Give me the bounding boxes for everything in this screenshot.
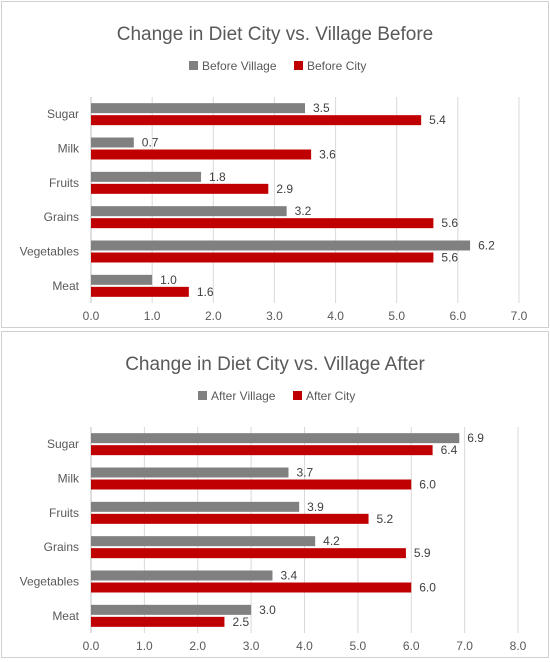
data-label: 6.0	[419, 478, 436, 492]
chart-before: Change in Diet City vs. Village Before Be…	[20, 24, 528, 323]
data-label: 5.6	[441, 251, 458, 265]
data-label: 5.6	[441, 216, 458, 230]
x-tick-label: 3.0	[243, 639, 260, 653]
bar	[91, 115, 422, 126]
chart-panel-after: Change in Diet City vs. Village After Aft…	[1, 331, 549, 658]
data-label: 3.7	[296, 466, 313, 480]
category-label: Vegetables	[20, 245, 79, 259]
bar	[91, 513, 369, 524]
data-label: 3.0	[259, 603, 276, 617]
data-label: 3.6	[319, 148, 336, 162]
data-label: 6.2	[478, 239, 495, 253]
data-label: 3.4	[280, 569, 297, 583]
x-tick-label: 7.0	[511, 309, 528, 323]
x-tick-label: 1.0	[136, 639, 153, 653]
legend-swatch	[294, 61, 303, 70]
x-tick-label: 6.0	[403, 639, 420, 653]
data-label: 1.8	[209, 170, 226, 184]
data-label: 5.2	[377, 512, 394, 526]
data-label: 0.7	[142, 136, 159, 150]
category-label: Sugar	[47, 437, 79, 451]
legend-swatch	[198, 391, 207, 400]
x-tick-label: 4.0	[327, 309, 344, 323]
data-label: 6.0	[419, 581, 436, 595]
bar	[91, 604, 252, 615]
category-label: Grains	[44, 540, 79, 554]
x-tick-label: 7.0	[456, 639, 473, 653]
bar	[91, 467, 289, 478]
data-label: 3.2	[295, 204, 312, 218]
legend-label: Before City	[307, 59, 366, 73]
legend-label: After City	[306, 389, 355, 403]
category-label: Vegetables	[20, 575, 79, 589]
bar	[91, 616, 225, 627]
bar	[91, 206, 287, 217]
bar	[91, 445, 433, 456]
bar	[91, 274, 153, 285]
bar	[91, 183, 269, 194]
chart-panel-before: Change in Diet City vs. Village Before Be…	[1, 1, 549, 328]
bar	[91, 479, 412, 490]
data-label: 4.2	[323, 534, 340, 548]
x-tick-label: 3.0	[266, 309, 283, 323]
legend-label: Before Village	[202, 59, 277, 73]
category-label: Milk	[58, 142, 80, 156]
x-tick-label: 8.0	[510, 639, 527, 653]
data-label: 3.9	[307, 500, 324, 514]
legend-label: After Village	[211, 389, 276, 403]
x-tick-label: 0.0	[83, 309, 100, 323]
data-label: 6.9	[467, 431, 484, 445]
bar	[91, 149, 312, 160]
chart-after: Change in Diet City vs. Village After Aft…	[20, 354, 527, 653]
x-tick-label: 2.0	[189, 639, 206, 653]
bar	[91, 218, 434, 229]
bar	[91, 171, 202, 182]
category-label: Fruits	[49, 506, 79, 520]
data-label: 3.5	[313, 101, 330, 115]
category-label: Meat	[52, 609, 79, 623]
bar	[91, 433, 460, 444]
bar	[91, 286, 189, 297]
chart-title: Change in Diet City vs. Village Before	[117, 24, 433, 45]
bar	[91, 240, 471, 251]
bar	[91, 137, 134, 148]
x-tick-label: 6.0	[450, 309, 467, 323]
bar	[91, 501, 300, 512]
chart-title: Change in Diet City vs. Village After	[125, 354, 425, 375]
bar	[91, 582, 412, 593]
x-tick-label: 2.0	[205, 309, 222, 323]
data-label: 2.9	[276, 182, 293, 196]
x-tick-label: 4.0	[296, 639, 313, 653]
x-tick-label: 5.0	[388, 309, 405, 323]
legend-swatch	[189, 61, 198, 70]
category-label: Grains	[44, 210, 79, 224]
category-label: Sugar	[47, 107, 79, 121]
data-label: 6.4	[441, 443, 458, 457]
bar	[91, 103, 305, 114]
data-label: 5.9	[414, 546, 431, 560]
data-label: 1.6	[197, 285, 214, 299]
data-label: 5.4	[429, 113, 446, 127]
data-label: 2.5	[232, 615, 249, 629]
x-tick-label: 0.0	[83, 639, 100, 653]
legend-swatch	[293, 391, 302, 400]
x-tick-label: 5.0	[350, 639, 367, 653]
bar	[91, 536, 316, 547]
x-tick-label: 1.0	[144, 309, 161, 323]
data-label: 1.0	[160, 273, 177, 287]
bar	[91, 548, 406, 559]
category-label: Meat	[52, 279, 79, 293]
bar	[91, 252, 434, 263]
bar	[91, 570, 273, 581]
category-label: Fruits	[49, 176, 79, 190]
category-label: Milk	[58, 472, 80, 486]
